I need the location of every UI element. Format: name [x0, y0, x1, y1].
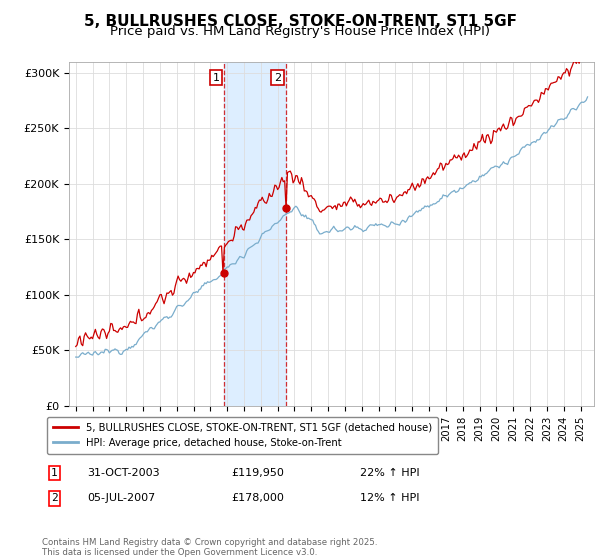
Text: 1: 1	[51, 468, 58, 478]
Text: £178,000: £178,000	[231, 493, 284, 503]
Text: £119,950: £119,950	[231, 468, 284, 478]
Text: 22% ↑ HPI: 22% ↑ HPI	[360, 468, 419, 478]
Text: 2: 2	[51, 493, 58, 503]
Text: 2: 2	[274, 73, 281, 83]
Bar	[224, 62, 286, 406]
Text: 31-OCT-2003: 31-OCT-2003	[87, 468, 160, 478]
Text: 1: 1	[212, 73, 220, 83]
Text: Price paid vs. HM Land Registry's House Price Index (HPI): Price paid vs. HM Land Registry's House …	[110, 25, 490, 38]
Text: Contains HM Land Registry data © Crown copyright and database right 2025.
This d: Contains HM Land Registry data © Crown c…	[42, 538, 377, 557]
Text: 12% ↑ HPI: 12% ↑ HPI	[360, 493, 419, 503]
Text: 5, BULLRUSHES CLOSE, STOKE-ON-TRENT, ST1 5GF: 5, BULLRUSHES CLOSE, STOKE-ON-TRENT, ST1…	[83, 14, 517, 29]
Text: 05-JUL-2007: 05-JUL-2007	[87, 493, 155, 503]
Legend: 5, BULLRUSHES CLOSE, STOKE-ON-TRENT, ST1 5GF (detached house), HPI: Average pric: 5, BULLRUSHES CLOSE, STOKE-ON-TRENT, ST1…	[47, 417, 438, 454]
